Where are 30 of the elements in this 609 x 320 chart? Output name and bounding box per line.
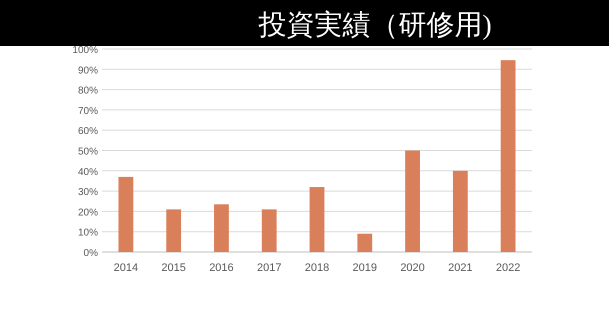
bar xyxy=(166,209,182,252)
y-tick-label: 60% xyxy=(78,126,98,138)
x-tick-label: 2018 xyxy=(304,262,330,274)
x-tick-label: 2020 xyxy=(400,262,425,274)
y-tick-label: 80% xyxy=(78,86,98,97)
y-tick-label: 10% xyxy=(78,228,98,239)
bar xyxy=(214,204,229,252)
x-tick-label: 2016 xyxy=(209,262,234,274)
x-tick-label: 2014 xyxy=(114,262,138,274)
bar xyxy=(452,170,468,252)
bar xyxy=(357,234,372,252)
y-tick-label: 70% xyxy=(78,106,98,117)
y-tick-label: 40% xyxy=(78,166,98,178)
x-tick-label: 2017 xyxy=(256,262,282,274)
y-tick-label: 100% xyxy=(72,45,98,56)
y-tick-label: 90% xyxy=(78,65,98,76)
y-tick-label: 50% xyxy=(78,146,98,158)
y-tick-label: 0% xyxy=(84,248,98,259)
bar xyxy=(500,60,516,252)
x-tick-label: 2015 xyxy=(161,262,186,274)
bar xyxy=(310,187,324,252)
y-tick-label: 20% xyxy=(78,207,98,218)
bar xyxy=(262,209,277,252)
bar xyxy=(405,150,420,252)
x-tick-label: 2022 xyxy=(496,262,520,274)
y-tick-label: 30% xyxy=(78,187,98,198)
bar xyxy=(118,176,134,252)
x-tick-label: 2021 xyxy=(448,262,473,274)
chart-title: 投資実績（研修用) xyxy=(257,10,492,41)
x-tick-label: 2019 xyxy=(352,262,378,274)
